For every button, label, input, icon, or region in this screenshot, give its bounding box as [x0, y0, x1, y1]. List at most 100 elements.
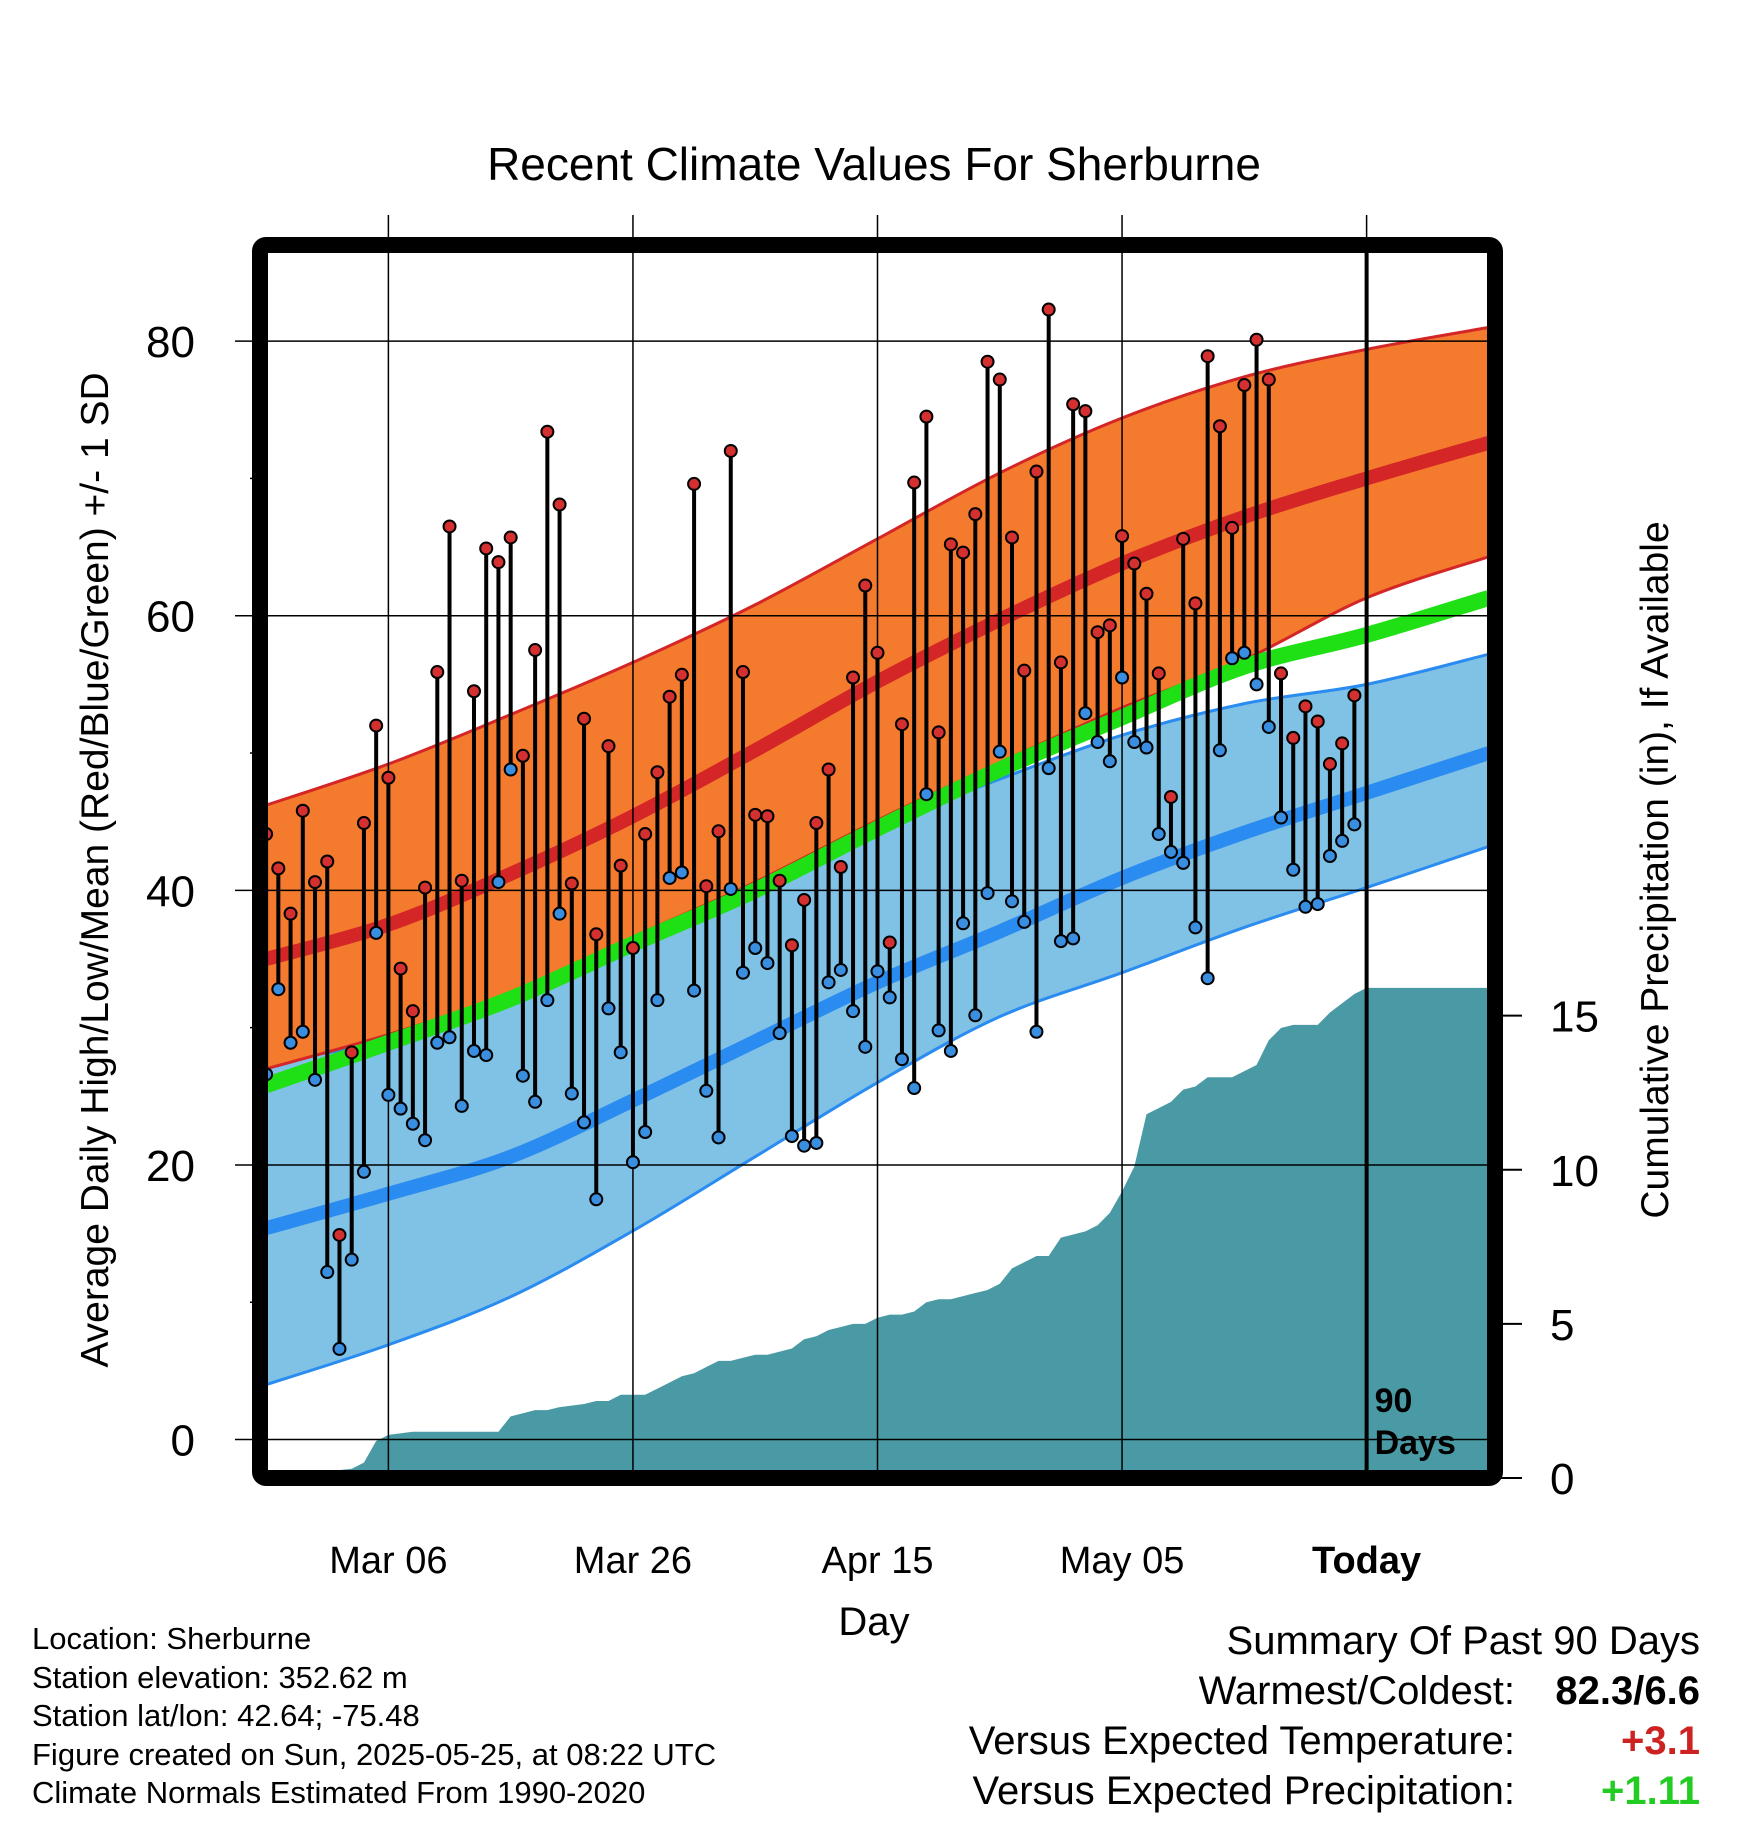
daily-low-point — [454, 1098, 469, 1113]
daily-high-point — [1261, 372, 1276, 387]
daily-low-point — [503, 762, 518, 777]
daily-low-point — [308, 1072, 323, 1087]
warmest-coldest-value: 82.3/6.6 — [1555, 1669, 1700, 1713]
temp-anomaly-label: Versus Expected Temperature: — [968, 1719, 1515, 1763]
daily-low-point — [760, 956, 775, 971]
daily-high-point — [601, 739, 616, 754]
daily-high-point — [356, 816, 371, 831]
station-info: Location: Sherburne Station elevation: 3… — [32, 1620, 716, 1813]
daily-low-point — [809, 1135, 824, 1150]
daily-low-point — [1261, 719, 1276, 734]
daily-high-point — [515, 748, 530, 763]
daily-low-point — [344, 1252, 359, 1267]
info-normals: Climate Normals Estimated From 1990-2020 — [32, 1775, 646, 1810]
daily-low-point — [674, 865, 689, 880]
daily-high-point — [687, 476, 702, 491]
daily-low-point — [613, 1045, 628, 1060]
daily-high-point — [674, 667, 689, 682]
daily-high-point — [784, 938, 799, 953]
daily-low-point — [381, 1087, 396, 1102]
daily-low-point — [907, 1081, 922, 1096]
daily-high-point — [1029, 464, 1044, 479]
daily-high-point — [1335, 736, 1350, 751]
daily-high-point — [393, 961, 408, 976]
daily-low-point — [1053, 934, 1068, 949]
daily-low-point — [748, 941, 763, 956]
daily-low-point — [1151, 827, 1166, 842]
daily-high-point — [1347, 688, 1362, 703]
daily-high-point — [1078, 404, 1093, 419]
daily-low-point — [589, 1192, 604, 1207]
daily-high-point — [466, 684, 481, 699]
daily-low-point — [1066, 931, 1081, 946]
daily-high-point — [723, 443, 738, 458]
daily-high-point — [1237, 378, 1252, 393]
daily-low-point — [968, 1008, 983, 1023]
y-tick-label: 60 — [146, 593, 195, 642]
daily-high-point — [1249, 332, 1264, 347]
daily-high-point — [295, 803, 310, 818]
x-axis-label: Day — [838, 1600, 909, 1644]
daily-low-point — [1310, 897, 1325, 912]
daily-high-point — [442, 519, 457, 534]
daily-high-point — [1090, 625, 1105, 640]
daily-low-point — [601, 1001, 616, 1016]
daily-high-point — [1151, 666, 1166, 681]
daily-low-point — [442, 1030, 457, 1045]
daily-low-point — [821, 975, 836, 990]
daily-high-point — [564, 876, 579, 891]
daily-low-point — [405, 1116, 420, 1131]
today-days-word: Days — [1375, 1424, 1456, 1462]
daily-low-point — [295, 1024, 310, 1039]
daily-high-point — [405, 1004, 420, 1019]
x-tick-label: May 05 — [1060, 1540, 1185, 1582]
daily-low-point — [540, 993, 555, 1008]
daily-high-point — [1041, 302, 1056, 317]
daily-high-point — [1066, 397, 1081, 412]
daily-high-point — [821, 762, 836, 777]
daily-high-point — [1298, 699, 1313, 714]
daily-high-point — [1053, 655, 1068, 670]
daily-high-point — [344, 1045, 359, 1060]
y2-axis-label: Cumulative Precipitation (in), If Availa… — [1634, 521, 1677, 1218]
daily-low-point — [1041, 761, 1056, 776]
daily-high-point — [1310, 714, 1325, 729]
daily-low-point — [418, 1133, 433, 1148]
daily-high-point — [662, 689, 677, 704]
precip-anomaly-label: Versus Expected Precipitation: — [972, 1769, 1515, 1813]
y-tick-label: 40 — [146, 867, 195, 916]
daily-low-point — [1127, 735, 1142, 750]
daily-high-point — [577, 711, 592, 726]
daily-high-point — [1127, 556, 1142, 571]
y2-tick-label: 5 — [1550, 1301, 1574, 1350]
daily-high-point — [552, 497, 567, 512]
daily-low-point — [1249, 677, 1264, 692]
summary-panel: Summary Of Past 90 Days Warmest/Coldest:… — [800, 1616, 1700, 1816]
daily-high-point — [980, 354, 995, 369]
daily-high-point — [638, 827, 653, 842]
y2-tick-label: 10 — [1550, 1147, 1599, 1196]
daily-low-point — [491, 875, 506, 890]
daily-high-point — [846, 670, 861, 685]
precip-anomaly-value: +1.11 — [1600, 1769, 1700, 1813]
daily-high-point — [308, 875, 323, 890]
daily-high-point — [1322, 757, 1337, 772]
daily-high-point — [418, 880, 433, 895]
daily-low-point — [1274, 810, 1289, 825]
daily-high-point — [650, 765, 665, 780]
daily-low-point — [369, 925, 384, 940]
daily-high-point — [528, 643, 543, 658]
daily-low-point — [1347, 817, 1362, 832]
daily-low-point — [833, 962, 848, 977]
daily-low-point — [1163, 844, 1178, 859]
daily-high-point — [1212, 419, 1227, 434]
today-days-number: 90 — [1375, 1382, 1413, 1420]
daily-high-point — [858, 578, 873, 593]
daily-low-point — [283, 1035, 298, 1050]
y-tick-label: 0 — [171, 1417, 195, 1466]
daily-high-point — [1188, 596, 1203, 611]
daily-low-point — [552, 906, 567, 921]
daily-low-point — [1286, 862, 1301, 877]
x-tick-label: Mar 06 — [329, 1540, 447, 1582]
daily-high-point — [968, 507, 983, 522]
